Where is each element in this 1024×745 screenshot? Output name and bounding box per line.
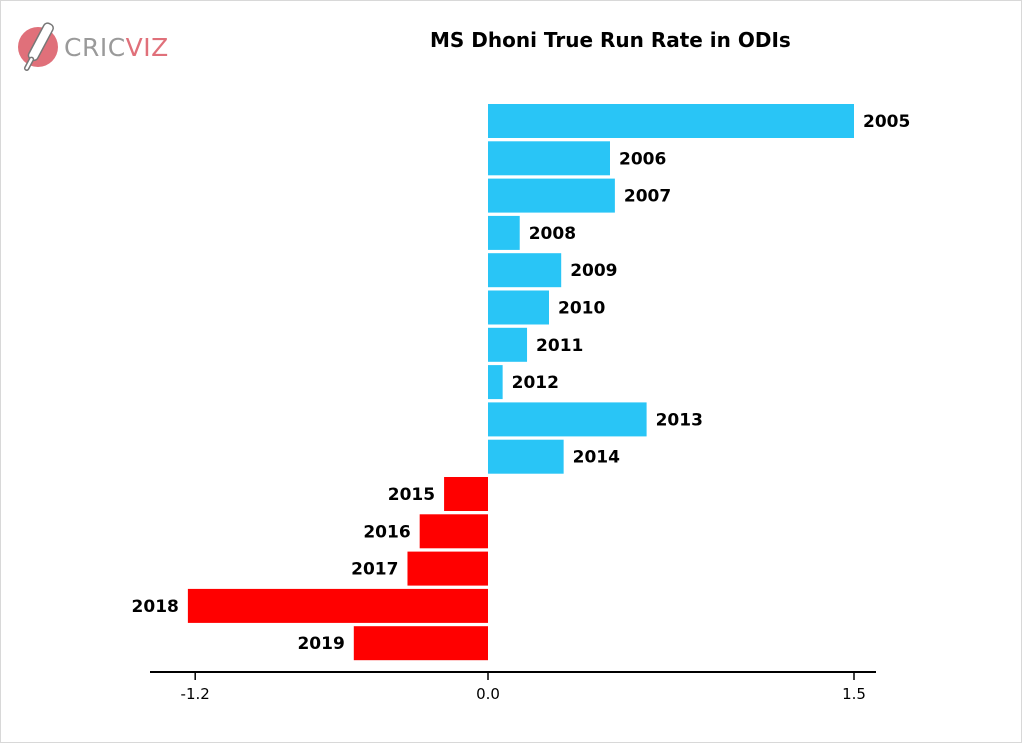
bar-label-2018: 2018 [132, 597, 179, 617]
cricket-bat-ball-icon [18, 22, 58, 71]
x-tick-label: 1.5 [842, 685, 866, 703]
bar-2017 [407, 551, 488, 586]
bar-label-2016: 2016 [363, 522, 410, 542]
bar-2019 [353, 626, 488, 661]
chart-title: MS Dhoni True Run Rate in ODIs [430, 28, 791, 52]
logo-wordmark: CRICVIZ [64, 33, 169, 62]
bar-2009 [488, 253, 562, 288]
bars-group [187, 104, 854, 661]
bar-2005 [488, 104, 854, 138]
bar-label-2006: 2006 [619, 149, 666, 169]
bar-2013 [488, 402, 647, 437]
bar-label-2013: 2013 [656, 410, 703, 430]
bar-2011 [488, 327, 528, 362]
bar-label-2010: 2010 [558, 299, 605, 319]
bar-label-2014: 2014 [573, 448, 620, 468]
bar-label-2008: 2008 [529, 224, 576, 244]
bar-label-2019: 2019 [297, 634, 344, 654]
bar-2018 [187, 588, 488, 623]
x-tick-label: 0.0 [476, 685, 500, 703]
bar-2007 [488, 178, 615, 213]
bar-label-2011: 2011 [536, 336, 583, 356]
bar-2010 [488, 290, 549, 325]
bar-2014 [488, 439, 564, 474]
bar-2012 [488, 365, 503, 400]
x-tick-label: -1.2 [181, 685, 210, 703]
x-axis-ticks: -1.2 0.0 1.5 [181, 672, 866, 703]
bar-label-2009: 2009 [570, 261, 617, 281]
bar-label-2005: 2005 [863, 112, 910, 132]
logo-text-accent: VIZ [125, 32, 169, 62]
bar-label-2017: 2017 [351, 560, 398, 580]
bar-2006 [488, 141, 610, 176]
logo-text-main: CRIC [64, 32, 126, 62]
bar-label-2015: 2015 [388, 485, 435, 505]
bar-labels-group: 2005 2006 2007 2008 2009 2010 2011 2012 2013 2014… [132, 112, 911, 654]
bar-label-2012: 2012 [512, 373, 559, 393]
bar-2016 [419, 514, 488, 549]
bar-2008 [488, 215, 520, 250]
bar-label-2007: 2007 [624, 187, 671, 207]
cricviz-logo: CRICVIZ [16, 18, 169, 76]
bar-2015 [444, 477, 488, 511]
